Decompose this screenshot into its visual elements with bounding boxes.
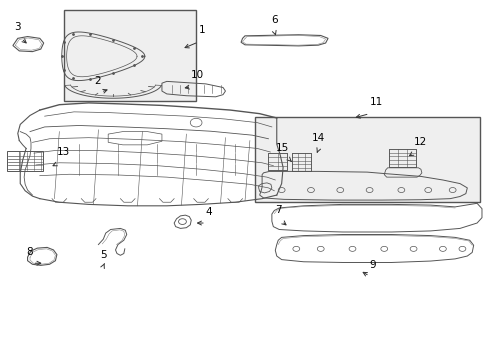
Bar [389,149,416,167]
Text: 14: 14 [312,133,325,143]
Text: 9: 9 [369,260,376,270]
Text: 10: 10 [191,70,204,80]
Bar [269,153,287,170]
Text: 8: 8 [26,247,32,257]
Text: 4: 4 [206,207,213,217]
Text: 12: 12 [414,137,427,147]
Text: 7: 7 [275,205,282,215]
Text: 5: 5 [100,249,107,260]
Text: 6: 6 [271,15,278,25]
Text: 15: 15 [276,143,289,153]
Bar [255,117,480,202]
Text: 1: 1 [198,26,205,36]
Text: 3: 3 [15,22,21,32]
Bar [64,10,196,101]
Bar [6,151,43,171]
Text: 2: 2 [94,76,101,86]
Text: 11: 11 [369,97,383,107]
Text: 13: 13 [57,147,70,157]
Bar [292,153,312,171]
